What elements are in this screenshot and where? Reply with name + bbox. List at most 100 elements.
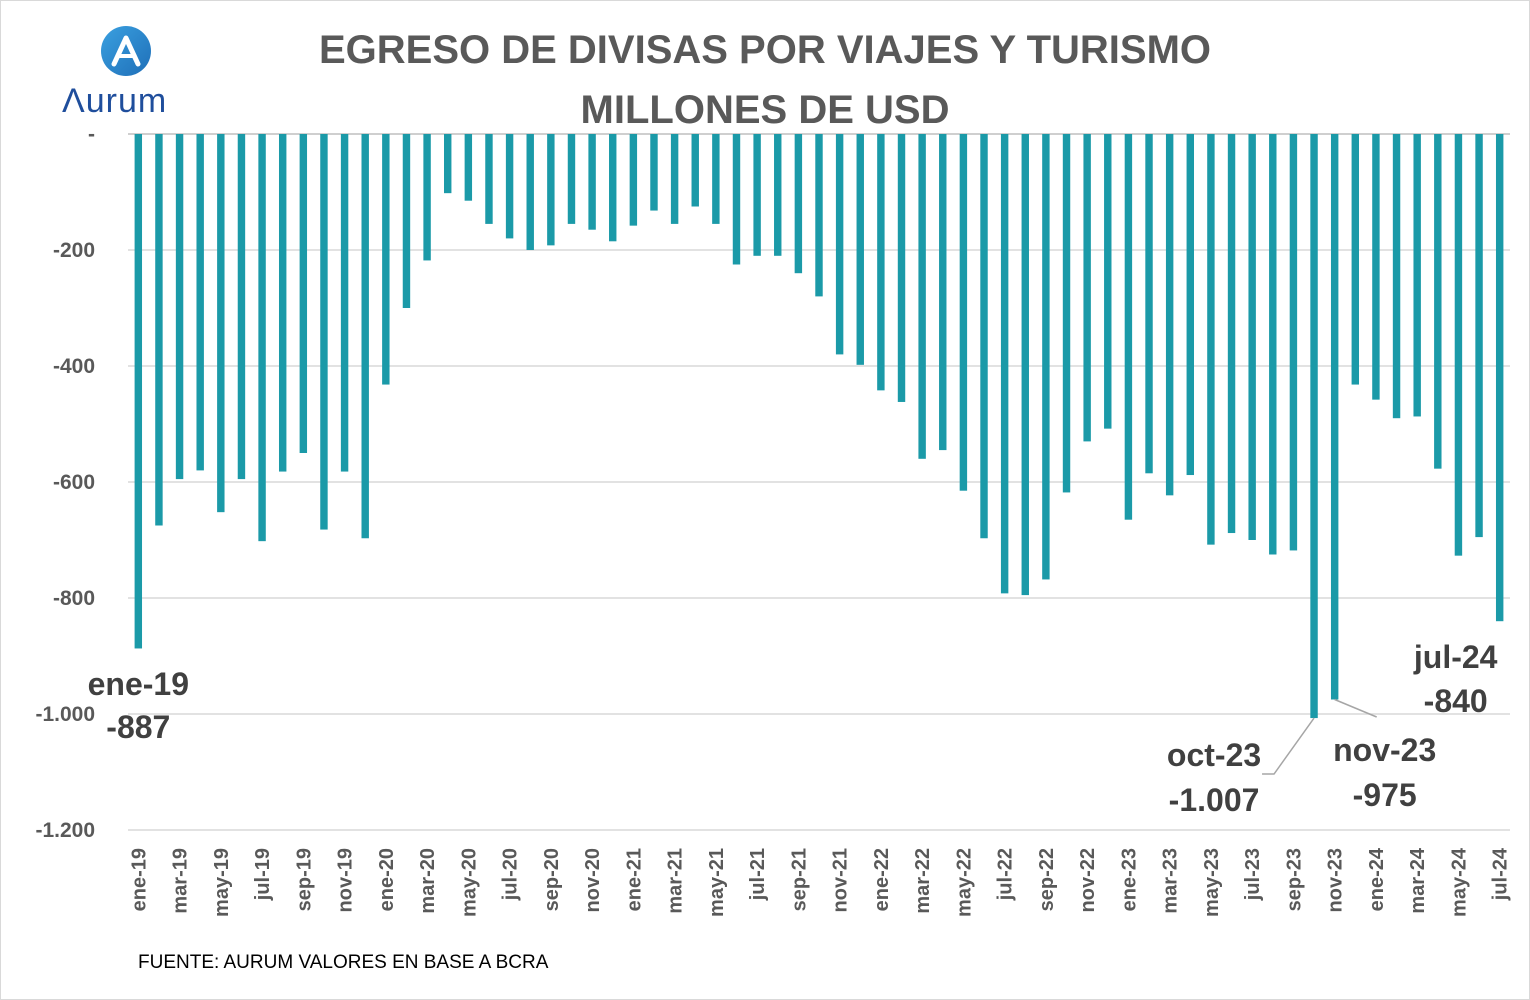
bar — [774, 134, 782, 256]
bar — [444, 134, 452, 194]
x-tick-label: sep-22 — [1036, 848, 1058, 911]
bar — [505, 134, 514, 239]
bar — [588, 134, 596, 230]
bar — [382, 134, 390, 385]
chart-subtitle: MILLONES DE USD — [580, 88, 950, 132]
x-tick-label: may-23 — [1201, 848, 1223, 917]
x-tick-label: sep-21 — [788, 848, 810, 911]
annotation-value: -887 — [106, 709, 170, 745]
y-tick-label: -200 — [53, 239, 95, 262]
source-note: FUENTE: AURUM VALORES EN BASE A BCRA — [138, 952, 549, 973]
aurum-logo: Λurum — [58, 26, 198, 121]
x-tick-label: ene-19 — [128, 848, 150, 911]
x-tick-label: ene-21 — [623, 848, 645, 911]
bar — [217, 134, 225, 513]
annotation-label: jul-24 — [1413, 639, 1498, 675]
x-tick-label: sep-23 — [1283, 848, 1305, 911]
bar — [320, 134, 328, 530]
x-tick-label: may-22 — [953, 848, 975, 917]
x-tick-label: sep-19 — [293, 848, 315, 911]
x-tick-label: mar-24 — [1407, 847, 1429, 913]
bar — [196, 134, 204, 471]
bar — [175, 134, 184, 480]
bar — [258, 134, 266, 542]
x-tick-label: jul-21 — [747, 848, 769, 901]
aurum-logo-wordmark: urum — [85, 82, 168, 120]
aurum-logo-text: Λurum — [62, 82, 167, 121]
x-tick-label: jul-20 — [500, 848, 522, 901]
x-tick-label: ene-24 — [1366, 847, 1388, 911]
bar — [794, 134, 803, 274]
x-tick-label: jul-23 — [1242, 848, 1264, 901]
bar — [155, 134, 163, 526]
y-tick-label: -800 — [53, 587, 95, 610]
bar — [1062, 134, 1071, 493]
bar — [670, 134, 679, 224]
x-tick-label: ene-20 — [376, 848, 398, 911]
x-tick-label: nov-21 — [830, 848, 852, 912]
bar — [629, 134, 638, 226]
bar — [361, 134, 369, 539]
bar — [712, 134, 720, 224]
bar — [423, 134, 431, 261]
y-tick-label: -1.200 — [35, 819, 95, 842]
bar — [691, 134, 699, 207]
bar — [650, 134, 658, 211]
bar — [897, 134, 906, 402]
annotation-leader-line — [1334, 698, 1377, 718]
annotation-value: -1.007 — [1169, 782, 1260, 818]
annotation-label: oct-23 — [1167, 737, 1261, 773]
y-tick-label: -400 — [53, 355, 95, 378]
bar — [856, 134, 864, 365]
y-tick-label: - — [88, 123, 95, 146]
bar — [609, 134, 617, 242]
x-tick-label: mar-21 — [665, 848, 687, 914]
bar — [815, 134, 823, 297]
bar — [1392, 134, 1401, 419]
annotation-label: nov-23 — [1333, 732, 1436, 768]
annotation-leader-line — [1262, 717, 1315, 775]
aurum-logo-icon — [101, 26, 151, 76]
annotation-value: -975 — [1353, 777, 1417, 813]
bar — [1186, 134, 1194, 476]
x-tick-label: mar-23 — [1160, 848, 1182, 914]
bar — [237, 134, 246, 480]
x-tick-label: may-21 — [706, 848, 728, 917]
x-tick-label: nov-22 — [1077, 848, 1099, 912]
x-tick-label: ene-22 — [871, 848, 893, 911]
annotation-label: ene-19 — [88, 666, 189, 702]
x-tick-label: jul-19 — [252, 848, 274, 901]
bar — [1372, 134, 1380, 400]
bar — [980, 134, 988, 539]
bar — [278, 134, 287, 472]
bar — [1454, 134, 1463, 556]
bar — [1495, 134, 1504, 622]
bar — [877, 134, 885, 391]
x-tick-label: nov-20 — [582, 848, 604, 912]
x-tick-label: mar-22 — [912, 848, 934, 914]
x-tick-label: jul-22 — [995, 848, 1017, 901]
bar — [485, 134, 493, 224]
bar — [1248, 134, 1256, 540]
bar — [959, 134, 968, 491]
bar — [1165, 134, 1174, 496]
bar — [1413, 134, 1421, 417]
bar — [340, 134, 349, 472]
bar — [1021, 134, 1029, 596]
x-tick-label: may-24 — [1448, 847, 1470, 917]
x-tick-label: mar-19 — [170, 848, 192, 914]
bar — [134, 134, 143, 649]
x-tick-label: mar-20 — [417, 848, 439, 914]
bar — [1083, 134, 1091, 442]
bar — [1227, 134, 1236, 534]
y-tick-label: -600 — [53, 471, 95, 494]
bar — [526, 134, 534, 250]
bar — [1351, 134, 1360, 385]
bar — [464, 134, 473, 201]
bar — [1434, 134, 1442, 469]
bar — [1104, 134, 1112, 429]
x-tick-label: nov-23 — [1325, 848, 1347, 912]
y-tick-label: -1.000 — [35, 703, 95, 726]
bar — [1042, 134, 1050, 580]
